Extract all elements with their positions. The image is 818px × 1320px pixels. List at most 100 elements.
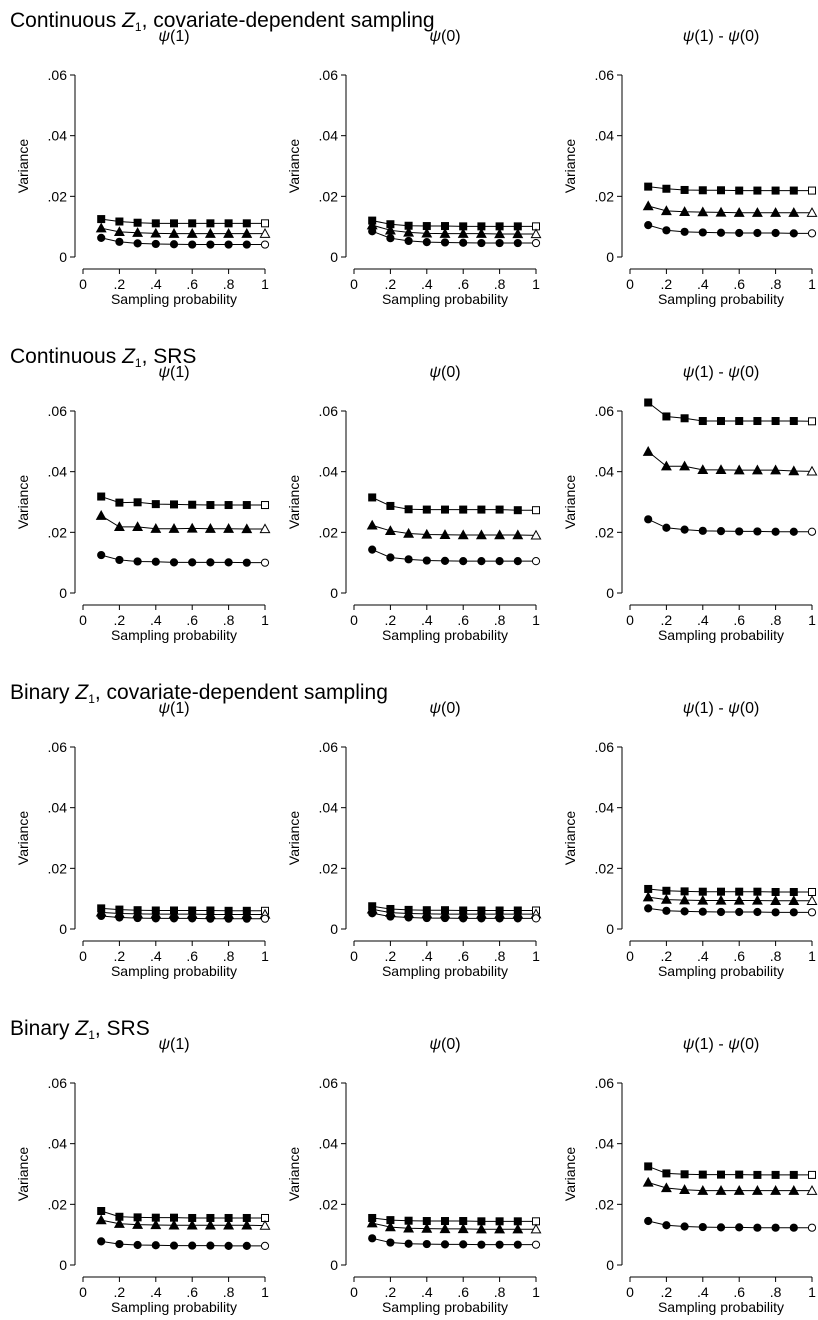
data-point-circle [513,557,522,566]
data-point-triangle [186,228,198,238]
y-tick-label: .06 [48,403,68,419]
panel-title-psi: ψ [683,364,695,381]
y-tick-label: .04 [48,464,68,480]
y-tick-label: .04 [595,800,615,816]
series-line [372,230,536,244]
panel-title-part: (0) [740,1036,760,1053]
data-point-square [698,1170,707,1179]
data-point-circle [753,1223,762,1232]
data-point-circle [459,557,468,566]
y-axis-title: Variance [286,811,302,865]
data-point-circle [386,912,395,921]
data-point-triangle [439,529,451,539]
data-point-triangle [494,529,506,540]
row-title-post: , SRS [95,1017,150,1040]
series-line [648,186,812,192]
series-triangle [642,891,818,905]
series-line [372,220,536,227]
data-point-triangle [457,529,469,540]
x-tick-label: .4 [150,948,162,964]
data-point-square [662,1169,671,1178]
data-point-circle [477,1240,486,1249]
series-triangle [95,222,271,238]
row-title-var: Z [74,681,89,704]
panel-title-part: (0) [441,28,461,45]
data-point-circle [188,914,197,923]
series-circle [644,1216,817,1232]
x-axis-title: Sampling probability [658,963,784,979]
data-point-square [644,884,653,893]
data-point-triangle [223,1219,235,1230]
panel-12: ψ(1) - ψ(0)0.02.04.060.2.4.6.8 1Sampling … [562,1036,818,1315]
data-point-triangle [806,465,818,476]
series-line [101,227,265,235]
x-axis-title: Sampling probability [111,627,237,643]
data-point-circle [662,1221,671,1230]
data-point-square [789,1170,798,1179]
data-point-square [662,412,671,421]
data-point-triangle [715,464,727,475]
data-point-circle [459,1240,468,1249]
data-point-triangle [697,894,709,905]
panel-title-part: (0) [740,28,760,45]
y-tick-label: .06 [595,403,615,419]
data-point-triangle [150,1219,162,1230]
data-point-square [680,1170,689,1179]
series-circle [644,904,817,917]
data-point-square [698,887,707,896]
x-axis-title: Sampling probability [658,1299,784,1315]
data-point-circle [422,913,431,923]
data-point-circle [513,238,522,248]
y-tick-label: .04 [48,1136,68,1152]
x-tick-label: .2 [661,948,673,964]
series-triangle [366,219,542,239]
y-axis-title: Variance [286,1147,302,1201]
series-line [648,888,812,893]
panel-title-part: (1) - [694,700,728,717]
x-axis-title: Sampling probability [658,627,784,643]
data-point-circle [716,907,726,917]
y-tick-label: .02 [595,188,615,204]
data-point-triangle [421,1222,433,1233]
data-point-triangle [715,1185,727,1195]
x-tick-label: .2 [661,1284,673,1300]
data-point-triangle [403,527,415,538]
panel-title: ψ(0) [429,28,460,45]
data-point-circle [386,234,395,243]
data-point-circle [224,1241,233,1250]
data-point-circle [115,913,124,922]
y-tick-label: .06 [48,1075,68,1091]
data-point-circle [368,227,377,236]
series-line [372,908,536,915]
panel-title: ψ(1) [158,364,189,381]
data-point-square [698,417,707,426]
x-tick-label: 0 [350,1284,358,1300]
data-point-circle [459,238,468,247]
y-tick-label: .02 [48,188,68,204]
panel-title-psi: ψ [429,1036,441,1053]
panel-title: ψ(0) [429,700,460,717]
x-tick-label: 0 [79,276,87,292]
series-circle [368,545,541,566]
y-tick-label: .06 [319,1075,339,1091]
x-tick-label: .4 [697,612,709,628]
data-point-circle [495,1240,504,1249]
row-title-pre: Continuous [10,345,122,368]
x-tick-label: 0 [350,276,358,292]
data-point-circle [422,1239,431,1249]
panel-3: ψ(1) - ψ(0)0.02.04.060.2.4.6.8 1Sampling … [562,28,818,307]
y-tick-label: .04 [595,1136,615,1152]
data-point-triangle [751,894,763,905]
data-point-square [368,493,377,502]
x-axis-title: Sampling probability [382,627,508,643]
series-line [101,1219,266,1227]
series-line [371,496,536,511]
data-point-circle [735,1223,744,1232]
y-tick-label: 0 [606,585,614,601]
series-triangle [366,519,542,540]
x-tick-label: .4 [697,1284,709,1300]
panel-5: ψ(0) 0 .02 .04 .06 0 .2 .4 .6 .8 1 Sampling probabi… [286,364,542,643]
x-tick-label: 1 [532,948,540,964]
y-tick-label: .02 [595,1196,615,1212]
data-point-circle [169,558,179,567]
